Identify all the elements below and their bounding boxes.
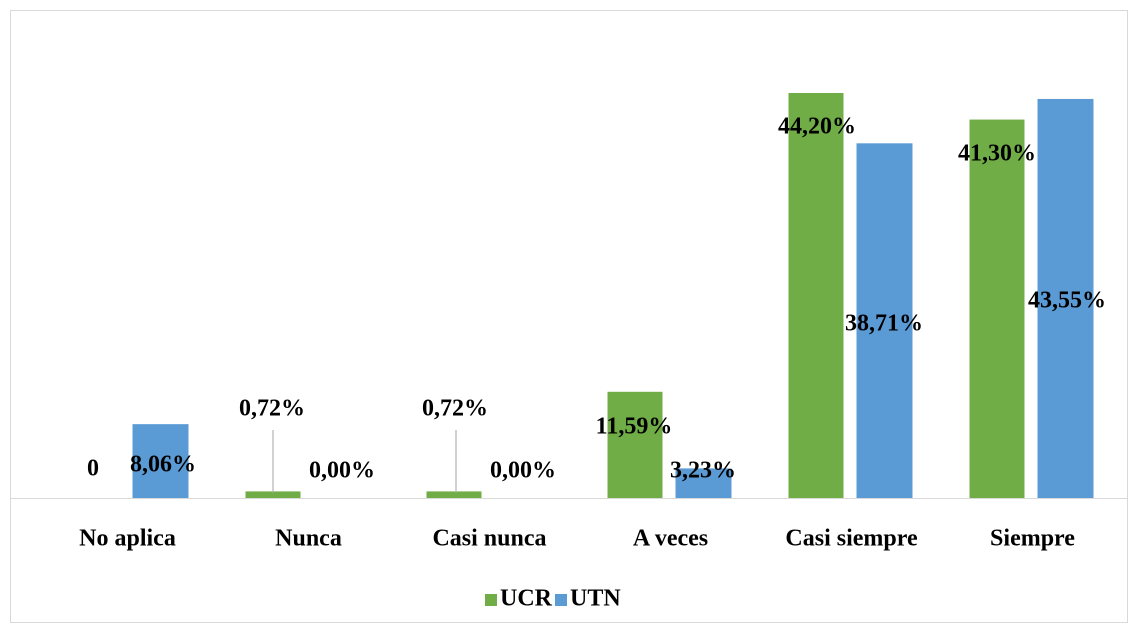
data-label: 41,30%	[958, 141, 1036, 167]
bar	[675, 468, 732, 498]
data-label: 11,59%	[596, 414, 673, 440]
data-label: 3,23%	[670, 458, 736, 484]
x-tick-label: Casi siempre	[785, 526, 918, 552]
data-label: 0,00%	[490, 458, 556, 484]
data-label: 8,06%	[130, 452, 196, 478]
x-tick-label: No aplica	[79, 526, 176, 552]
bar	[607, 391, 663, 498]
bar	[788, 93, 844, 498]
data-label: 0,72%	[422, 396, 488, 422]
bar	[132, 424, 189, 498]
bar	[245, 491, 301, 498]
x-tick-label: A veces	[633, 526, 708, 552]
legend-label: UTN	[570, 586, 621, 612]
x-tick-label: Siempre	[990, 526, 1075, 552]
bar	[856, 143, 913, 498]
data-label: 44,20%	[778, 114, 856, 140]
bar	[969, 119, 1025, 499]
legend-swatch	[485, 594, 497, 606]
x-tick-label: Casi nunca	[432, 526, 546, 552]
data-label: 0,00%	[309, 458, 375, 484]
data-label: 0,72%	[239, 396, 305, 422]
data-label: 43,55%	[1028, 288, 1106, 314]
bar	[426, 491, 482, 498]
legend-label: UCR	[500, 586, 553, 612]
data-label: 38,71%	[845, 311, 923, 337]
data-label: 0	[87, 456, 99, 482]
legend-swatch	[555, 594, 567, 606]
x-tick-label: Nunca	[275, 526, 342, 552]
bar	[1037, 98, 1094, 499]
chart-border	[10, 10, 1128, 623]
